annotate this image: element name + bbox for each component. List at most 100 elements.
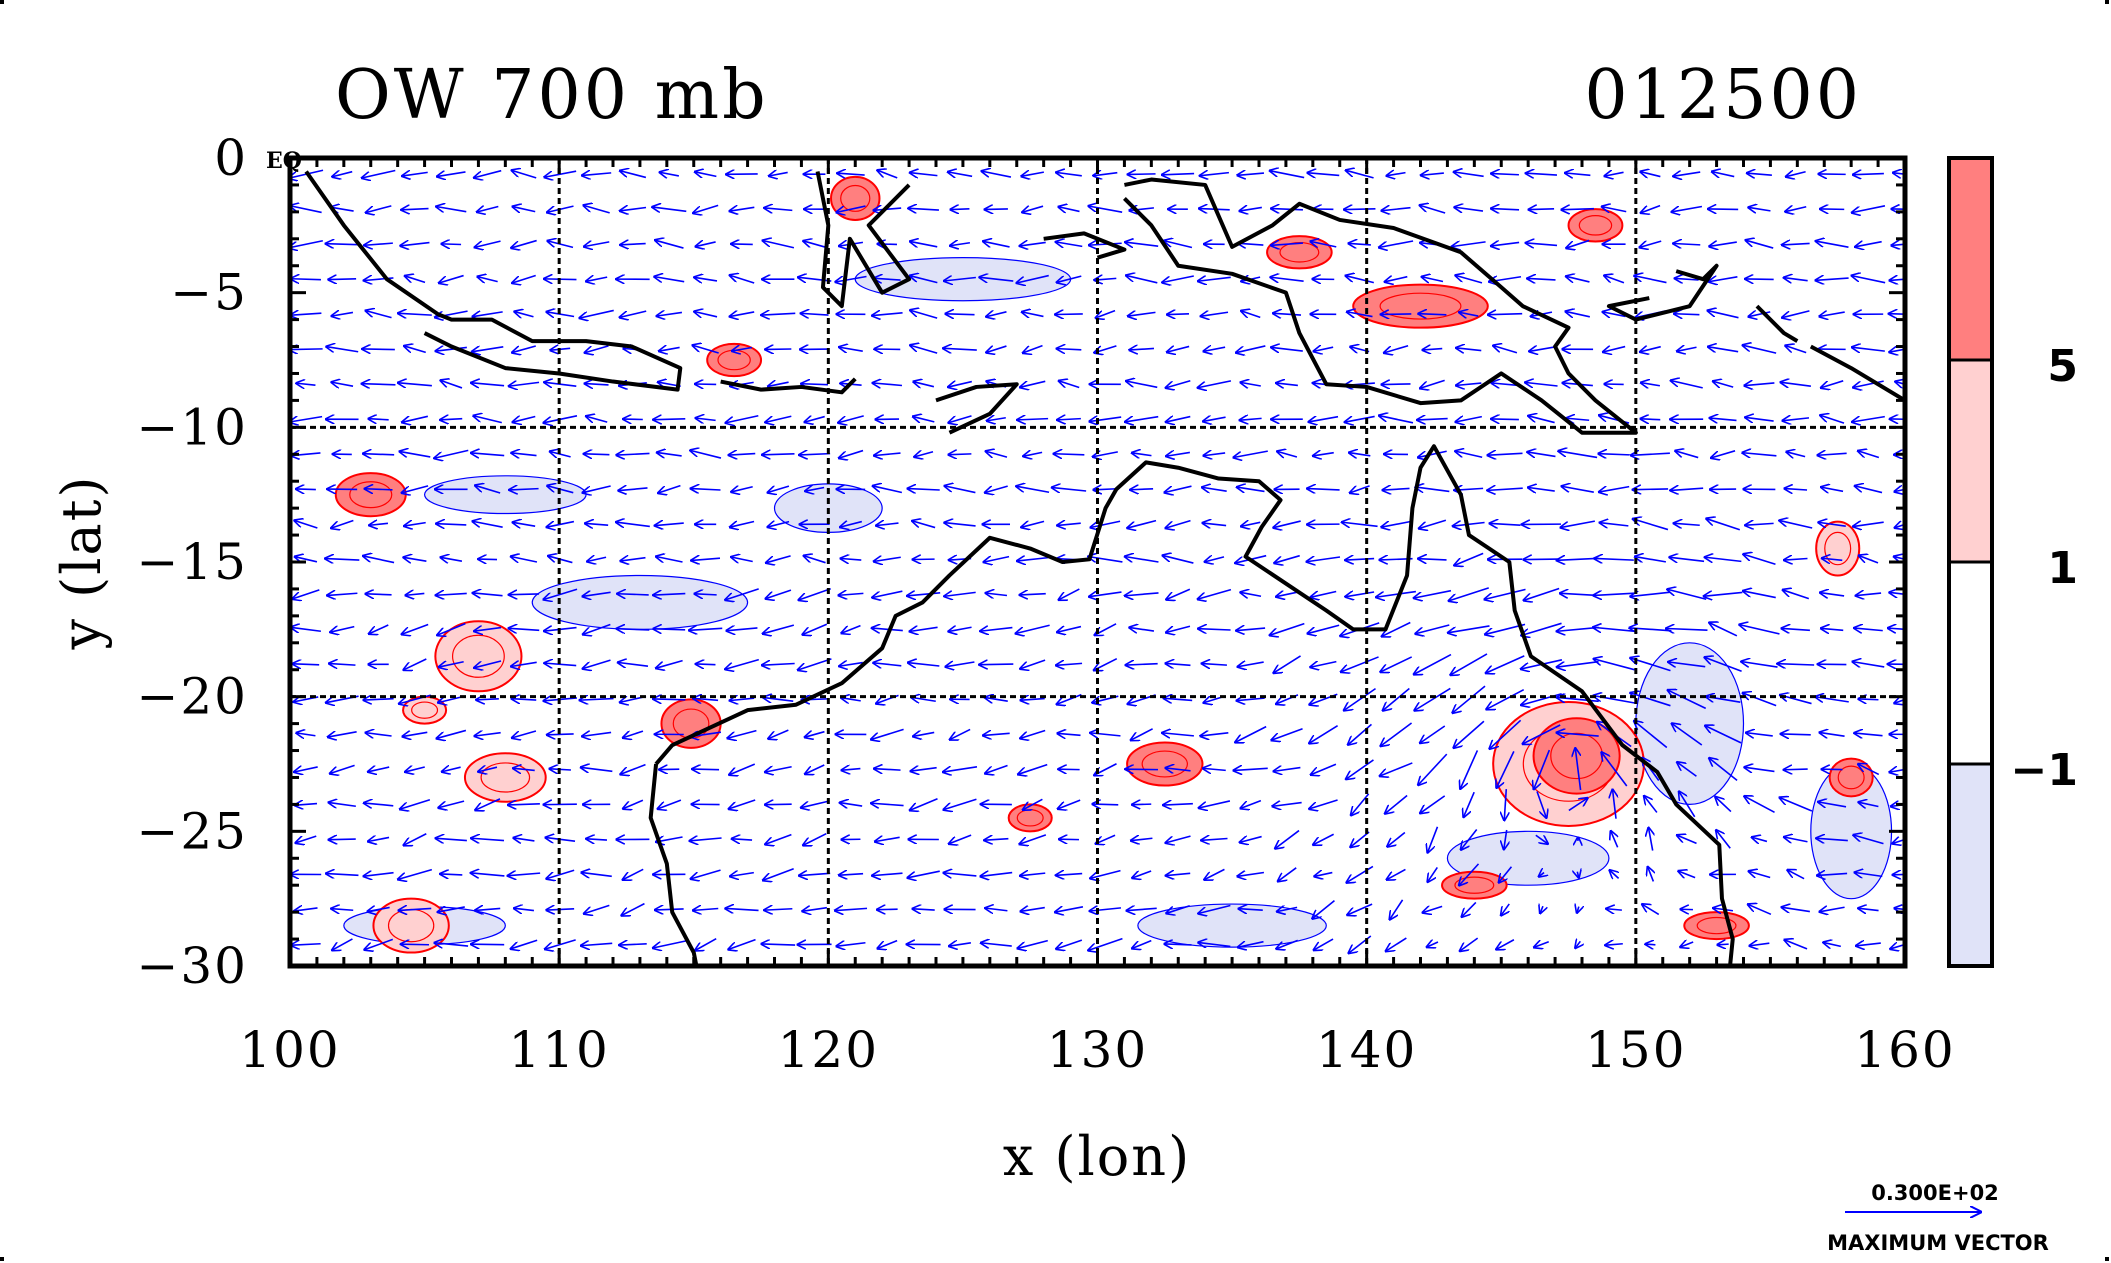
wind-vector: [1056, 314, 1083, 315]
wind-vector: [620, 171, 647, 179]
wind-vector: [1674, 172, 1701, 176]
coastline: [815, 171, 912, 309]
wind-vector: [1602, 207, 1627, 212]
wind-vector: [1419, 519, 1447, 528]
wind-vector: [1748, 905, 1772, 916]
wind-vector: [1895, 521, 1905, 528]
wind-vector: [1524, 559, 1560, 560]
wind-vector: [1816, 241, 1849, 248]
wind-vector: [1023, 798, 1043, 809]
wind-vector: [1784, 278, 1808, 281]
wind-vector: [1021, 659, 1046, 668]
wind-vector: [550, 452, 571, 457]
wind-vector: [840, 663, 863, 667]
wind-vector: [1385, 794, 1408, 814]
wind-vector: [1602, 753, 1628, 787]
wind-vector: [1204, 453, 1226, 456]
wind-vector: [692, 558, 721, 560]
wind-vector: [1382, 384, 1411, 385]
wind-vector: [1788, 870, 1805, 880]
wind-vector: [950, 943, 972, 946]
wind-vector: [726, 588, 759, 600]
wind-vector: [1745, 383, 1775, 386]
wind-vector: [1237, 628, 1266, 630]
wind-vector: [369, 624, 389, 634]
wind-vector: [1237, 487, 1265, 491]
wind-vector: [1419, 314, 1447, 315]
wind-vector: [1529, 416, 1555, 424]
wind-vector: [1595, 558, 1634, 560]
wind-vector: [1524, 587, 1560, 600]
wind-vector: [1239, 243, 1264, 245]
wind-vector: [1308, 489, 1340, 490]
wind-vector: [1816, 278, 1849, 280]
wind-vector: [618, 594, 649, 595]
wind-vector: [1594, 659, 1635, 671]
wind-vector: [1633, 519, 1669, 531]
wind-vector: [583, 732, 612, 736]
wind-vector: [583, 623, 611, 634]
wind-vector: [1351, 793, 1370, 815]
wind-vector: [1567, 239, 1590, 248]
wind-vector: [1096, 309, 1116, 318]
wind-vector: [1198, 380, 1232, 388]
wind-vector: [1377, 590, 1417, 598]
wind-vector: [1270, 171, 1305, 179]
wind-vector: [1566, 276, 1590, 281]
wind-vector: [1529, 488, 1555, 492]
wind-vector: [1821, 628, 1844, 630]
wind-vector: [1199, 904, 1231, 913]
wind-vector: [545, 382, 577, 386]
wind-vector: [333, 938, 353, 950]
wind-vector: [1018, 558, 1049, 561]
wind-vector: [1713, 381, 1734, 387]
positive-ow-contour: [1837, 765, 1865, 790]
wind-vector: [840, 347, 863, 351]
wind-vector: [1488, 314, 1523, 315]
wind-vector: [911, 345, 938, 354]
wind-vector: [623, 868, 644, 879]
wind-vector: [508, 873, 541, 876]
wind-vector: [1818, 873, 1848, 875]
wind-vector: [981, 628, 1013, 632]
wind-vector: [1017, 486, 1050, 494]
wind-vector: [840, 803, 863, 806]
wind-vector: [1453, 523, 1485, 527]
wind-vector: [1241, 592, 1262, 596]
wind-vector: [1457, 348, 1482, 351]
wind-vector: [582, 873, 612, 877]
wind-vector: [617, 453, 650, 455]
wind-vector: [1272, 243, 1304, 245]
wind-vector: [1057, 275, 1082, 282]
wind-vector: [983, 733, 1010, 735]
wind-vector: [1314, 347, 1334, 351]
wind-vector: [872, 728, 904, 739]
wind-vector: [654, 419, 686, 420]
wind-vector: [1456, 276, 1483, 284]
wind-vector: [765, 208, 793, 210]
wind-vector: [766, 555, 791, 563]
wind-vector: [475, 628, 502, 632]
wind-vector: [1164, 804, 1193, 805]
wind-vector: [291, 627, 321, 631]
wind-vector: [769, 172, 788, 175]
wind-vector: [586, 523, 609, 525]
wind-vector: [1672, 724, 1703, 746]
wind-vector: [732, 487, 753, 492]
wind-vector: [1132, 453, 1152, 456]
wind-vector: [474, 169, 502, 178]
wind-vector: [402, 485, 429, 493]
wind-vector: [1648, 867, 1653, 882]
wind-vector: [1019, 763, 1048, 775]
wind-vector: [1712, 450, 1736, 458]
wind-vector: [1492, 419, 1519, 420]
wind-vector: [1742, 662, 1778, 668]
wind-vector: [804, 241, 827, 249]
wind-vector: [1167, 452, 1191, 456]
wind-vector: [1561, 520, 1595, 527]
wind-vector: [1021, 873, 1046, 876]
wind-vector: [1712, 172, 1735, 177]
wind-vector: [1315, 873, 1333, 877]
wind-vector: [295, 557, 318, 562]
wind-vector: [1057, 627, 1082, 633]
